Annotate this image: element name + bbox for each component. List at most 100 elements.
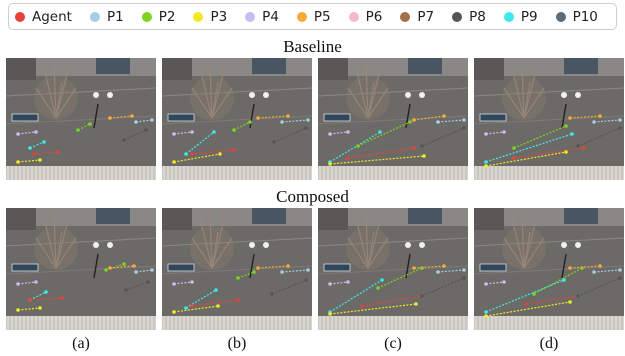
- tree-branch: [511, 217, 525, 269]
- trajectory-line: [257, 265, 289, 269]
- legend-item-p4: P4: [245, 9, 279, 25]
- bench: [167, 263, 195, 272]
- trajectory-p2: [104, 262, 126, 272]
- trajectory-point: [28, 298, 32, 302]
- trajectory-point: [420, 294, 424, 298]
- trajectory-line: [329, 281, 349, 285]
- trajectory-line: [485, 133, 573, 163]
- trajectory-line: [281, 119, 309, 123]
- trajectory-point: [172, 310, 176, 314]
- trajectory-p4: [16, 280, 38, 286]
- trajectory-point: [408, 120, 412, 124]
- trajectory-point: [618, 268, 622, 272]
- trajectory-point: [484, 310, 488, 314]
- composed-panel-a: [6, 208, 156, 330]
- legend-label: P7: [417, 8, 435, 25]
- trajectory-p1: [280, 118, 310, 124]
- lamp-icon: [107, 92, 113, 98]
- pole: [561, 103, 567, 129]
- trajectory-line: [29, 297, 63, 301]
- trajectory-point: [380, 278, 384, 282]
- trajectory-point: [286, 114, 290, 118]
- tree-branch: [209, 63, 213, 119]
- tree-branch: [55, 81, 63, 119]
- trajectory-point: [306, 268, 310, 272]
- lane-line: [6, 265, 156, 275]
- trajectory-point: [484, 132, 488, 136]
- trajectory-point: [172, 282, 176, 286]
- trajectory-point: [304, 126, 308, 130]
- trajectory-point: [512, 156, 516, 160]
- trajectory-point: [38, 306, 42, 310]
- trajectory-point: [16, 282, 20, 286]
- trajectory-line: [377, 267, 423, 289]
- trajectory-point: [42, 140, 46, 144]
- caption-b: (b): [227, 335, 247, 352]
- trajectory-line: [329, 155, 425, 165]
- trajectory-point: [618, 126, 622, 130]
- legend-dot: [15, 11, 25, 22]
- trajectory-line: [233, 121, 251, 131]
- trajectory-p5: [256, 264, 290, 270]
- legend-dot: [555, 11, 566, 22]
- trajectory-point: [304, 278, 308, 282]
- lamp-icon: [405, 92, 411, 98]
- legend-dot: [503, 11, 514, 22]
- bench: [479, 263, 507, 272]
- trajectory-point: [412, 146, 416, 150]
- street-scene: [6, 208, 156, 330]
- building-block: [474, 58, 504, 80]
- trajectory-p1: [280, 268, 310, 274]
- trajectory-p5: [568, 264, 602, 270]
- trajectory-line: [593, 119, 621, 123]
- trajectory-point: [484, 160, 488, 164]
- trajectory-p2: [236, 270, 256, 280]
- tree-branch: [367, 231, 375, 269]
- trajectory-p8: [272, 126, 308, 144]
- tree-branch: [53, 213, 57, 269]
- caption-c: (c): [384, 335, 402, 352]
- tree-branch: [35, 87, 57, 119]
- trajectory-point: [216, 304, 220, 308]
- trajectory-point: [576, 294, 580, 298]
- trajectory-p8: [576, 276, 622, 298]
- legend-dot: [452, 11, 463, 22]
- trajectory-point: [56, 150, 60, 154]
- trajectory-point: [232, 128, 236, 132]
- trajectory-point: [532, 292, 536, 296]
- tree-icon: [34, 213, 78, 270]
- trajectory-line: [173, 131, 193, 135]
- trajectory-point: [134, 120, 138, 124]
- trajectory-point: [108, 266, 112, 270]
- trajectory-point: [184, 306, 188, 310]
- legend-label: P8: [469, 8, 486, 25]
- trajectory-p5: [108, 114, 134, 120]
- legend-dot: [348, 11, 359, 22]
- fence: [6, 166, 156, 180]
- trajectory-point: [190, 152, 194, 156]
- trajectory-p9: [184, 130, 216, 156]
- trajectory-line: [29, 291, 47, 301]
- trajectory-p4: [484, 130, 506, 136]
- trajectory-p1: [134, 268, 154, 274]
- trajectory-line: [413, 115, 445, 121]
- legend: Agent P1 P2 P3 P4 P5 P6 P7 P8 P9 P10: [8, 3, 617, 30]
- lamp-icon: [419, 92, 425, 98]
- trajectory-line: [135, 269, 153, 273]
- trajectory-p4: [16, 130, 38, 136]
- caption-d: (d): [539, 335, 559, 352]
- tree-branch: [523, 231, 531, 269]
- tree-branch: [53, 63, 57, 119]
- trajectory-point: [32, 152, 36, 156]
- trajectory-point: [328, 282, 332, 286]
- trajectory-point: [212, 130, 216, 134]
- tree-icon: [502, 213, 546, 270]
- lamp-icon: [561, 92, 567, 98]
- tree-crown: [190, 76, 234, 120]
- lane-line: [318, 237, 468, 247]
- pole: [93, 253, 99, 279]
- legend-item-p6: P6: [348, 9, 382, 25]
- trajectory-p4: [328, 130, 350, 136]
- trajectory-point: [190, 304, 194, 308]
- trajectory-point: [280, 270, 284, 274]
